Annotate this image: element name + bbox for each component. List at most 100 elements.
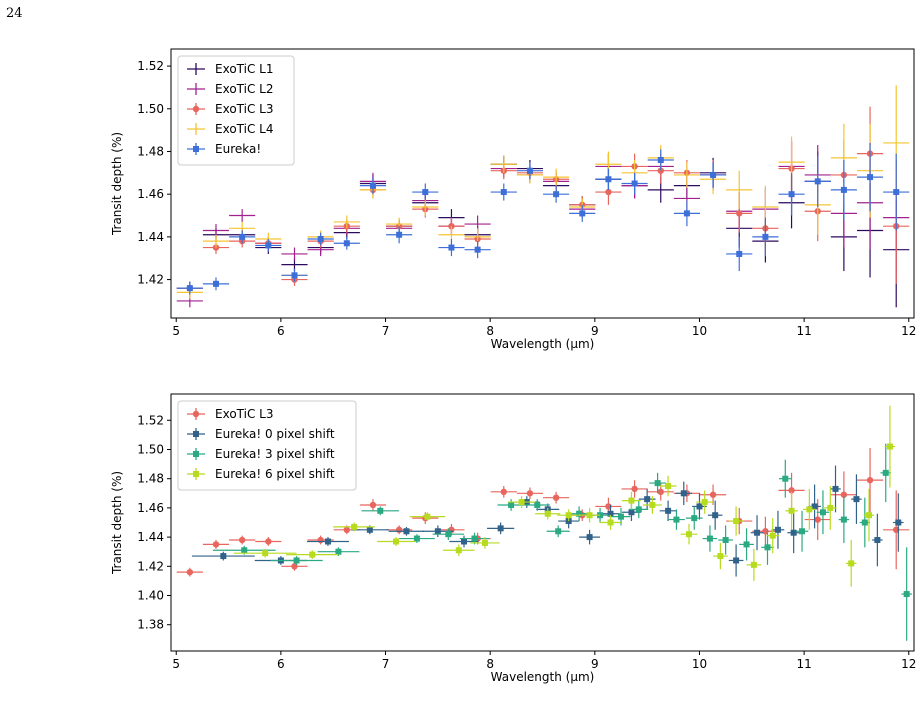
marker <box>265 242 272 249</box>
marker <box>343 240 350 247</box>
marker <box>422 189 429 196</box>
data-point <box>728 544 744 577</box>
marker <box>762 233 769 240</box>
data-point <box>629 500 649 519</box>
marker <box>631 180 638 187</box>
marker <box>351 523 358 530</box>
data-point <box>333 236 360 250</box>
y-tick-label: 1.42 <box>137 273 164 287</box>
data-point <box>673 162 700 188</box>
data-point <box>804 155 831 207</box>
marker <box>848 560 855 567</box>
data-point <box>824 485 837 530</box>
marker <box>392 538 399 545</box>
data-point <box>595 168 622 190</box>
marker <box>265 538 272 545</box>
y-tick-label: 1.44 <box>137 530 164 544</box>
data-point <box>490 485 517 498</box>
marker <box>607 510 614 517</box>
marker <box>882 469 889 476</box>
data-point <box>649 472 666 494</box>
marker <box>769 532 776 539</box>
marker <box>782 475 789 482</box>
series-4 <box>176 85 910 299</box>
marker <box>605 176 612 183</box>
marker <box>706 535 713 542</box>
plot-frame <box>170 48 915 319</box>
marker <box>764 544 771 551</box>
data-point <box>191 551 255 561</box>
data-point <box>838 496 850 543</box>
data-point <box>507 496 536 508</box>
data-point <box>785 491 798 530</box>
marker <box>840 516 847 523</box>
data-point <box>702 525 718 552</box>
data-point <box>569 204 596 222</box>
data-point <box>771 510 785 549</box>
marker <box>686 531 693 538</box>
marker <box>754 529 761 536</box>
marker <box>814 178 821 185</box>
y-axis-title: Transit depth (%) <box>110 471 124 575</box>
marker <box>471 535 478 542</box>
data-point <box>856 142 884 212</box>
legend-marker <box>192 105 200 113</box>
legend-entry: Eureka! <box>187 142 261 156</box>
marker <box>819 509 826 516</box>
marker <box>605 188 612 196</box>
legend-label: Eureka! <box>215 142 261 156</box>
marker <box>534 501 541 508</box>
marker <box>500 488 507 496</box>
marker <box>239 233 246 240</box>
marker <box>774 526 781 533</box>
data-point <box>568 506 590 522</box>
legend-entry: Eureka! 6 pixel shift <box>187 467 335 481</box>
data-point <box>176 281 203 295</box>
marker <box>343 526 351 534</box>
marker <box>722 537 729 544</box>
marker <box>413 535 420 542</box>
marker <box>617 513 624 520</box>
legend-entry: ExoTiC L4 <box>187 122 273 136</box>
data-point <box>443 544 475 557</box>
data-point <box>307 537 349 546</box>
data-point <box>270 556 323 565</box>
marker <box>241 547 248 554</box>
plot-frame <box>170 393 915 652</box>
marker <box>861 519 868 526</box>
x-tick-label: 8 <box>486 657 494 671</box>
marker <box>434 528 441 535</box>
y-axis-title: Transit depth (%) <box>110 132 124 236</box>
marker <box>827 504 834 511</box>
marker <box>366 526 373 533</box>
legend-entry: Eureka! 3 pixel shift <box>187 447 335 461</box>
data-point <box>779 459 792 498</box>
marker <box>553 191 560 198</box>
marker <box>565 512 572 519</box>
marker <box>544 510 551 517</box>
y-tick-label: 1.46 <box>137 187 164 201</box>
marker <box>788 487 795 494</box>
data-point <box>707 500 723 530</box>
data-point <box>361 506 400 516</box>
y-tick-label: 1.48 <box>137 144 164 158</box>
marker <box>673 516 680 523</box>
marker <box>683 210 690 217</box>
data-point <box>202 540 230 549</box>
marker <box>186 568 194 576</box>
x-tick-label: 12 <box>901 324 916 338</box>
x-tick-label: 9 <box>591 657 599 671</box>
data-point <box>803 488 816 530</box>
marker <box>186 285 193 292</box>
data-point <box>901 547 912 641</box>
marker <box>701 499 708 506</box>
marker <box>806 506 813 513</box>
data-point <box>696 490 714 514</box>
legend-label: ExoTiC L4 <box>215 122 273 136</box>
marker <box>657 157 664 164</box>
marker <box>743 541 750 548</box>
data-point <box>883 490 910 570</box>
data-point <box>647 149 674 171</box>
legend-entry: ExoTiC L2 <box>187 82 273 96</box>
marker <box>866 512 873 519</box>
